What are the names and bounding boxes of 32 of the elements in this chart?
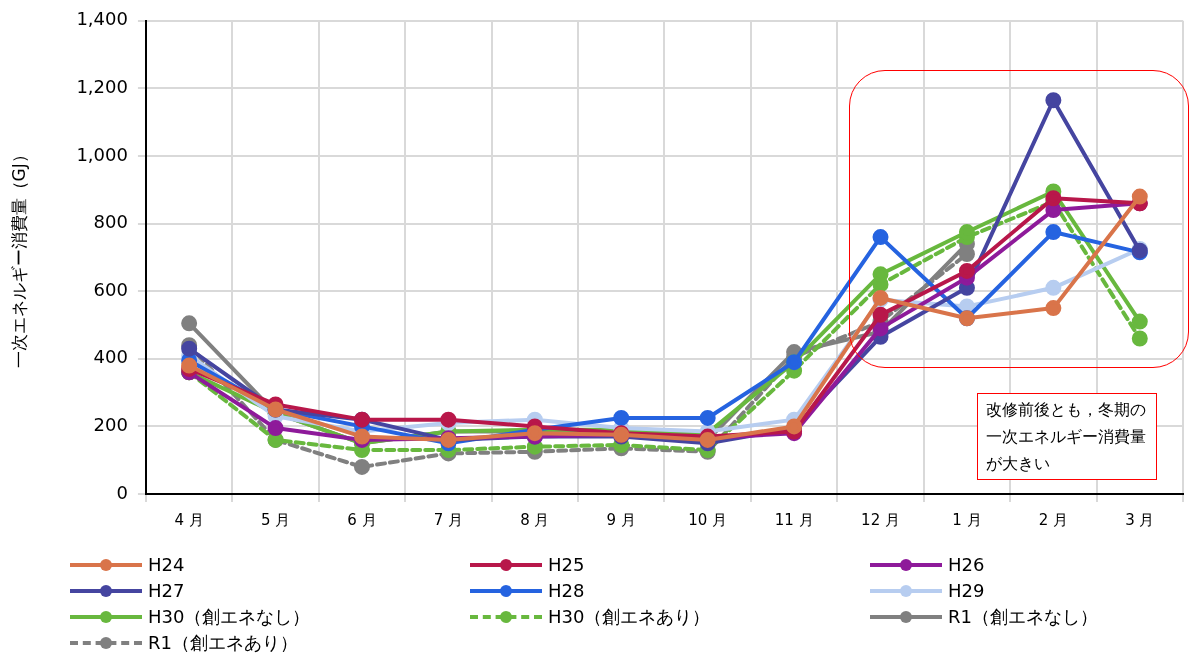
legend-label: H26 [948,553,985,577]
y-tick-label: 200 [93,414,128,436]
y-tick-label: 1,200 [76,76,128,98]
x-tick-label: 11 月 [774,510,814,529]
legend-label: H28 [548,579,585,603]
x-tick-label: 8 月 [520,510,550,529]
y-axis-title: 一次エネルギー消費量（GJ） [8,146,29,369]
y-tick-label: 0 [116,481,128,503]
x-tick-label: 12 月 [861,510,900,529]
x-tick-label: 2 月 [1038,510,1069,529]
x-tick-label: 7 月 [433,510,464,529]
y-tick-label: 1,400 [76,8,128,30]
legend-label: H24 [148,553,185,577]
legend-label: H30（創エネあり） [548,605,711,629]
x-tick-label: 1 月 [952,510,982,529]
annotation: 改修前後とも，冬期の一次エネルギー消費量が大きい [977,393,1157,480]
y-tick-label: 1,000 [76,143,128,165]
x-tick-label: 3 月 [1125,510,1155,529]
y-tick-label: 800 [93,211,128,233]
x-tick-label: 4 月 [174,510,204,529]
legend-label: H27 [148,579,185,603]
x-tick-label: 10 月 [688,510,728,529]
legend-label: H25 [548,553,585,577]
legend-label: H29 [948,579,985,603]
legend-label: R1（創エネあり） [148,631,298,655]
y-tick-label: 600 [93,278,128,300]
legend-label: H30（創エネなし） [148,605,311,629]
x-tick-label: 6 月 [347,510,377,529]
y-tick-label: 400 [93,346,128,368]
legend-label: R1（創エネなし） [948,605,1098,629]
x-tick-label: 5 月 [260,510,291,529]
x-tick-label: 9 月 [606,510,636,529]
